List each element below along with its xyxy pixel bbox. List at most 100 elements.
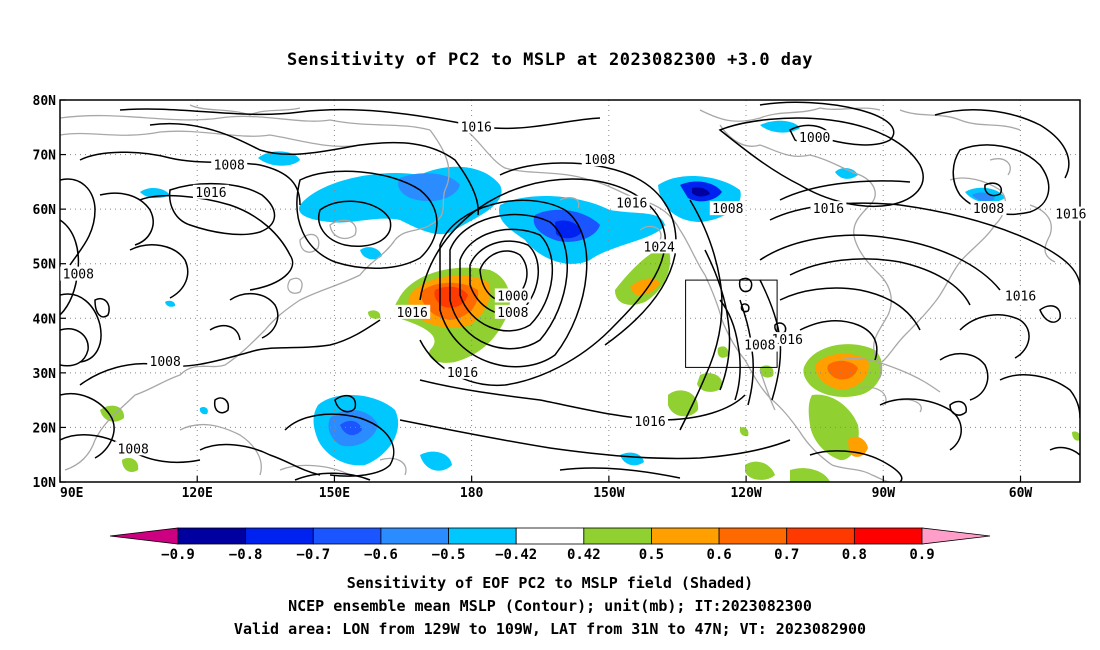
contour-label-background [769, 332, 806, 347]
contour-label: 1016 [447, 366, 478, 381]
contour-label: 1016 [461, 120, 492, 135]
contour-label-background [115, 441, 152, 456]
contour-label-background [709, 201, 746, 216]
lon-tick-label: 120E [182, 486, 213, 501]
colorbar-low-arrow [109, 527, 179, 545]
contour-label-background [641, 239, 678, 254]
contour-label-background [1002, 288, 1039, 303]
contour-label-background [211, 157, 248, 172]
lon-tick-label: 150E [319, 486, 350, 501]
graticule [60, 100, 1080, 482]
lat-tick-label: 70N [33, 149, 57, 164]
contour-label-background [810, 201, 847, 216]
colorbar-label: 0.6 [706, 547, 731, 563]
colorbar-high-arrow [921, 527, 991, 545]
contour-label-background [147, 353, 184, 368]
contour-label: 1008 [973, 202, 1004, 217]
contour-label-background [458, 119, 495, 134]
colorbar-label: 0.42 [567, 547, 601, 563]
caption-shading: Sensitivity of EOF PC2 to MSLP field (Sh… [346, 574, 754, 592]
contour-label: 1000 [497, 289, 528, 304]
contour-label: 1016 [634, 415, 665, 430]
contour-label-background [970, 201, 1007, 216]
lat-tick-label: 50N [33, 258, 57, 273]
colorbar-swatch [651, 527, 720, 545]
contour-label: 1008 [63, 268, 94, 283]
chart-title: Sensitivity of PC2 to MSLP at 2023082300… [286, 50, 813, 70]
latitude-axis: 80N 70N 60N 50N 40N 30N 20N 10N [33, 94, 66, 491]
contour-label: 1008 [214, 158, 245, 173]
colorbar-label: 0.9 [909, 547, 934, 563]
contour-label-background [394, 304, 431, 319]
caption-valid-area: Valid area: LON from 129W to 109W, LAT f… [233, 620, 867, 638]
colorbar: −0.9 −0.8 −0.7 −0.6 −0.5 −0.42 0.42 0.5 0.6 0.7 0.… [109, 527, 991, 563]
lat-tick-label: 40N [33, 312, 57, 327]
colorbar-swatch [448, 527, 517, 545]
map-frame [59, 99, 1081, 483]
colorbar-label: 0.5 [639, 547, 664, 563]
valid-area-box [685, 279, 778, 368]
colorbar-label: 0.8 [842, 547, 867, 563]
contour-label: 1008 [118, 442, 149, 457]
lat-tick-label: 10N [33, 476, 57, 491]
map-background [60, 100, 1080, 482]
contour-label: 1016 [1055, 208, 1086, 223]
colorbar-swatch [380, 527, 449, 545]
contour-label: 1008 [584, 153, 615, 168]
contour-label: 1008 [497, 306, 528, 321]
caption-contour: NCEP ensemble mean MSLP (Contour); unit(… [288, 597, 812, 615]
colorbar-swatch [718, 527, 788, 545]
colorbar-label: −0.42 [495, 547, 537, 563]
contour-label: 1016 [772, 333, 803, 348]
contour-label: 1016 [397, 306, 428, 321]
mslp-contours [60, 101, 1080, 482]
colorbar-label: −0.8 [229, 547, 263, 563]
colorbar-label: −0.9 [161, 547, 195, 563]
contour-label: 1008 [712, 202, 743, 217]
colorbar-swatch [515, 527, 585, 545]
contour-label: 1016 [1005, 289, 1036, 304]
colorbar-label: 0.7 [774, 547, 799, 563]
contour-label: 1016 [616, 197, 647, 212]
contour-label: 1000 [799, 131, 830, 146]
colorbar-label: −0.7 [296, 547, 330, 563]
lat-tick-label: 20N [33, 421, 57, 436]
colorbar-swatch [786, 527, 855, 545]
contour-label-background [494, 304, 531, 319]
lat-tick-label: 30N [33, 367, 57, 382]
lon-tick-label: 150W [593, 486, 624, 501]
contour-label-background [632, 413, 669, 428]
contour-label-background [613, 195, 650, 210]
contour-label-background [192, 184, 229, 199]
colorbar-swatch [245, 527, 314, 545]
contour-label-background [581, 152, 618, 167]
lon-tick-label: 60W [1009, 486, 1033, 501]
colorbar-swatch [583, 527, 652, 545]
colorbar-swatch [853, 527, 923, 545]
colorbar-swatch [177, 527, 247, 545]
contour-label-background [444, 364, 481, 379]
colorbar-label: −0.6 [364, 547, 398, 563]
lon-tick-label: 180 [460, 486, 484, 501]
lat-tick-label: 60N [33, 203, 57, 218]
contour-label-background [741, 337, 778, 352]
contour-label-background [494, 288, 531, 303]
lon-tick-label: 120W [730, 486, 761, 501]
contour-label-background [60, 266, 97, 281]
lon-tick-label: 90W [872, 486, 896, 501]
lon-tick-label: 90E [60, 486, 83, 501]
contour-label: 1016 [195, 186, 226, 201]
contour-label: 1016 [813, 202, 844, 217]
longitude-axis: 90E 120E 150E 180 150W 120W 90W 60W [59, 476, 1033, 501]
contour-label: 1008 [744, 339, 775, 354]
contour-label: 1024 [644, 240, 675, 255]
contour-label-background [1052, 206, 1089, 221]
coastlines [60, 104, 1056, 482]
colorbar-swatch [312, 527, 382, 545]
contour-label-background [796, 130, 833, 145]
lat-tick-label: 80N [33, 94, 57, 109]
colorbar-label: −0.5 [432, 547, 466, 563]
